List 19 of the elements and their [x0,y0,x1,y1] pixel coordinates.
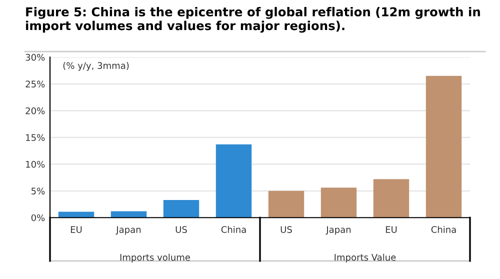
y-tick-label: 30% [26,54,45,61]
text: Imports volume [120,254,190,262]
y-tick-label: 10% [26,160,45,168]
y-tick-label: 20% [26,107,45,114]
chart-title: Figure 5: China is the epicentre of global reflation (12m growth in import volumes and values for major regions). [26,6,480,33]
y-tick-label: 25% [26,80,45,88]
x-tick-label: China [431,226,456,233]
x-tick-label: US [280,226,292,233]
x-tick-label: US [176,226,187,233]
x-tick-label: EU [386,226,397,233]
x-tick-label: EU [70,226,82,233]
y-tick-label: 0% [31,214,45,222]
y-tick-label: 15% [26,134,45,141]
x-tick-label: China [221,226,246,233]
x-tick-label: Japan [116,226,141,235]
y-tick-label: 5% [32,188,45,194]
text: Imports Value [334,254,396,262]
annotation: (% y/y, 3mma) [63,62,129,71]
x-tick-label: Japan [326,226,351,235]
